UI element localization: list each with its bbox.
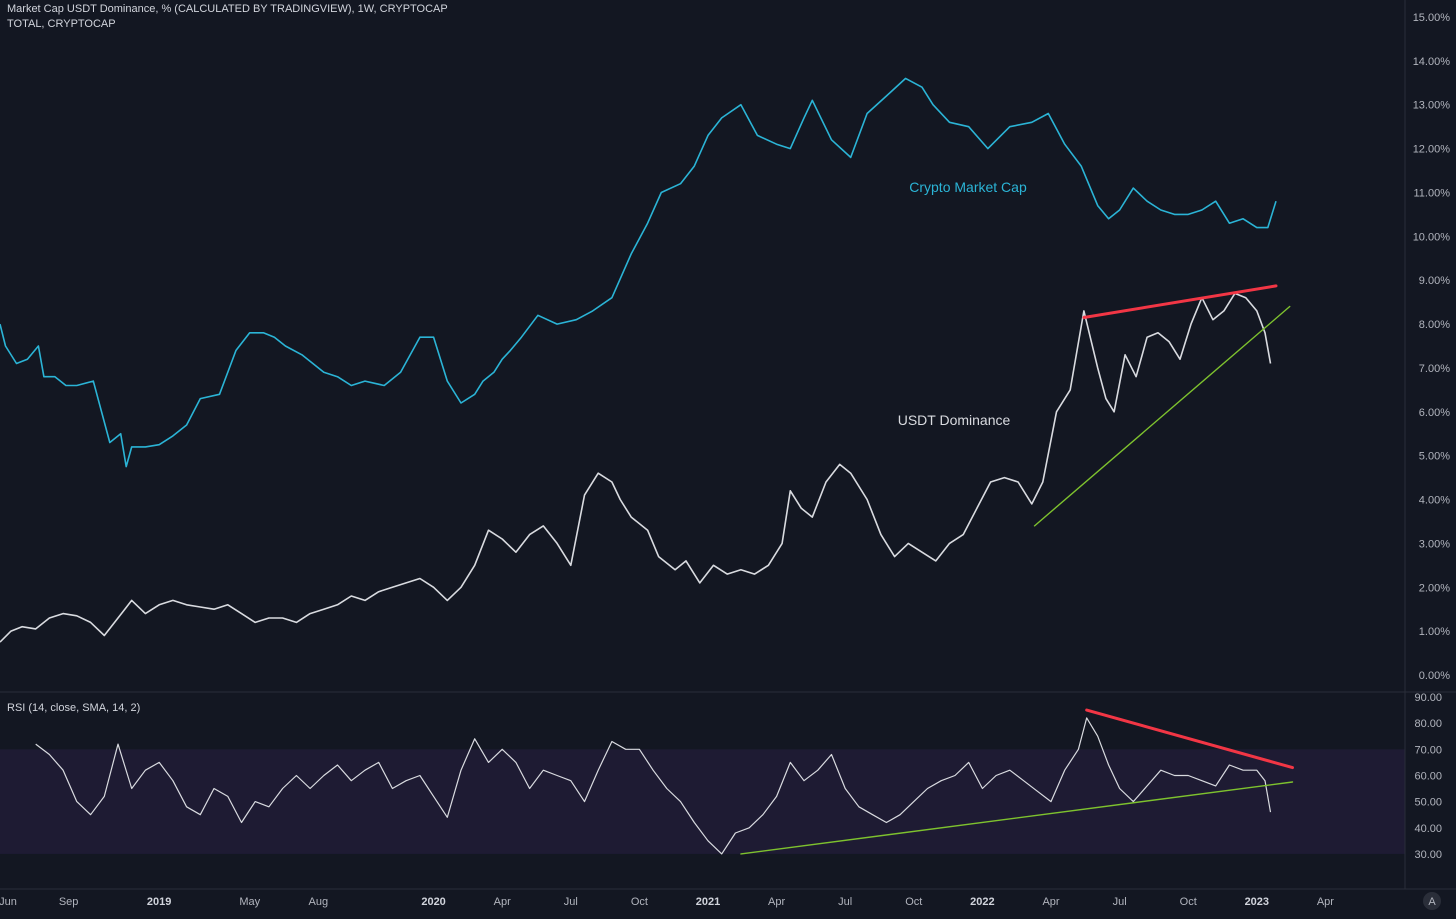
- market-cap-annotation: Crypto Market Cap: [909, 179, 1027, 195]
- main-resistance-trendline: [1082, 284, 1278, 319]
- main-y-tick-label: 5.00%: [1419, 451, 1450, 463]
- x-tick-label: Jul: [1113, 896, 1127, 908]
- main-y-tick-label: 1.00%: [1419, 626, 1450, 638]
- rsi-line: [35, 717, 1272, 855]
- rsi-y-tick-label: 90.00: [1414, 692, 1442, 704]
- x-tick-label: Jul: [564, 896, 578, 908]
- rsi-y-tick-label: 40.00: [1414, 823, 1442, 835]
- main-y-tick-label: 8.00%: [1419, 319, 1450, 331]
- auto-scale-button-bg: [1423, 892, 1441, 910]
- usdt-dominance-line: [0, 292, 1272, 643]
- rsi-y-tick-label: 60.00: [1414, 770, 1442, 782]
- main-legend-line2: TOTAL, CRYPTOCAP: [7, 18, 116, 30]
- main-y-tick-label: 9.00%: [1419, 275, 1450, 287]
- x-tick-label: Aug: [309, 896, 329, 908]
- main-y-tick-label: 12.00%: [1413, 144, 1451, 156]
- rsi-y-tick-label: 80.00: [1414, 718, 1442, 730]
- x-tick-label: 2022: [970, 896, 994, 908]
- rsi-band: [0, 749, 1405, 854]
- market-cap-line: [0, 77, 1277, 468]
- main-y-tick-label: 6.00%: [1419, 407, 1450, 419]
- main-support-trendline: [1033, 305, 1291, 527]
- rsi-y-tick-label: 50.00: [1414, 797, 1442, 809]
- x-tick-label: Sep: [59, 896, 79, 908]
- x-tick-label: 2023: [1245, 896, 1269, 908]
- usdt-dominance-annotation: USDT Dominance: [898, 412, 1011, 428]
- rsi-resistance-trendline: [1085, 708, 1294, 770]
- rsi-legend: RSI (14, close, SMA, 14, 2): [7, 702, 141, 714]
- main-y-tick-label: 11.00%: [1414, 187, 1451, 199]
- auto-scale-button[interactable]: A: [1423, 892, 1441, 910]
- x-tick-label: Apr: [1317, 896, 1334, 908]
- x-tick-label: Oct: [905, 896, 922, 908]
- auto-scale-button-label: A: [1428, 896, 1436, 908]
- main-y-tick-label: 14.00%: [1413, 56, 1451, 68]
- main-y-tick-label: 2.00%: [1419, 582, 1450, 594]
- x-tick-label: Jun: [0, 896, 17, 908]
- main-y-tick-label: 0.00%: [1419, 670, 1450, 682]
- x-tick-label: Oct: [1180, 896, 1197, 908]
- x-tick-label: May: [239, 896, 260, 908]
- x-tick-label: Oct: [631, 896, 648, 908]
- x-tick-label: 2019: [147, 896, 171, 908]
- x-tick-label: Apr: [768, 896, 785, 908]
- rsi-y-tick-label: 70.00: [1414, 744, 1442, 756]
- main-y-tick-label: 7.00%: [1419, 363, 1450, 375]
- x-tick-label: 2020: [421, 896, 445, 908]
- main-y-tick-label: 13.00%: [1413, 100, 1451, 112]
- main-legend-line1: Market Cap USDT Dominance, % (CALCULATED…: [7, 3, 448, 15]
- main-y-tick-label: 3.00%: [1419, 538, 1450, 550]
- rsi-support-trendline: [740, 781, 1294, 855]
- main-y-tick-label: 10.00%: [1413, 231, 1451, 243]
- x-tick-label: 2021: [696, 896, 720, 908]
- x-tick-label: Jul: [838, 896, 852, 908]
- main-y-tick-label: 15.00%: [1413, 12, 1451, 24]
- rsi-y-tick-label: 30.00: [1414, 849, 1442, 861]
- x-tick-label: Apr: [1042, 896, 1059, 908]
- x-tick-label: Apr: [494, 896, 511, 908]
- main-y-tick-label: 4.00%: [1419, 495, 1450, 507]
